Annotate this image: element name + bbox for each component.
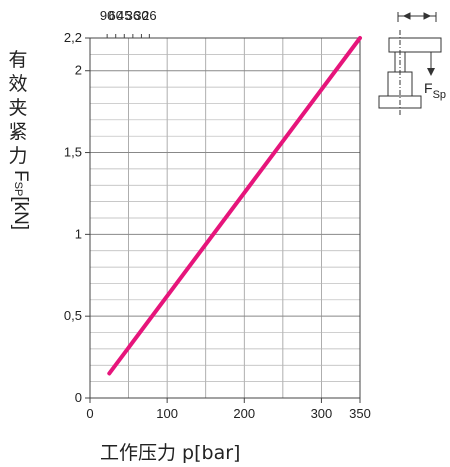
series-layer: [107, 36, 362, 376]
x-tick-label: 100: [156, 406, 178, 421]
y-label-char: 紧: [8, 121, 28, 143]
x-tick-label: 350: [349, 406, 371, 421]
y-tick-label: 1,5: [64, 145, 82, 160]
y-label-char: 力: [8, 145, 28, 167]
y-tick-label: 0: [75, 390, 82, 405]
top-tick-label: 36: [126, 8, 140, 23]
top-tick-label: 45: [117, 8, 131, 23]
y-label-char: 夹: [8, 97, 28, 119]
plot-frame: [89, 37, 361, 399]
x-tick-label: 200: [233, 406, 255, 421]
y-label-char: 有: [8, 49, 28, 71]
series-line: [107, 36, 362, 376]
grid: [90, 38, 360, 398]
top-tick-label: 60: [108, 8, 122, 23]
top-tick-label: 90: [100, 8, 114, 23]
y-label-char: 效: [8, 73, 28, 95]
y-tick-label: 2,2: [64, 30, 82, 45]
y-axis-label: 有 效 夹 紧 力 FSP[kN]: [6, 48, 31, 231]
x-tick-label: 0: [86, 406, 93, 421]
y-tick-label: 0,5: [64, 308, 82, 323]
x-axis-label: 工作压力 p[bar]: [100, 442, 241, 464]
diagram-force-label: FSp: [424, 80, 446, 101]
top-tick-label: 30: [134, 8, 148, 23]
x-axis-ticks: 0 100 200 300 350: [86, 398, 371, 421]
y-tick-label: 2: [75, 63, 82, 78]
top-tick-label: 26: [142, 8, 156, 23]
y-axis-ticks: 0 0,5 1 1,5 2 2,2: [64, 30, 90, 405]
y-label-symbol: FSP[kN]: [10, 170, 31, 231]
cylinder-diagram-icon: [378, 12, 442, 116]
y-tick-label: 1: [75, 226, 82, 241]
x-tick-label: 300: [311, 406, 333, 421]
